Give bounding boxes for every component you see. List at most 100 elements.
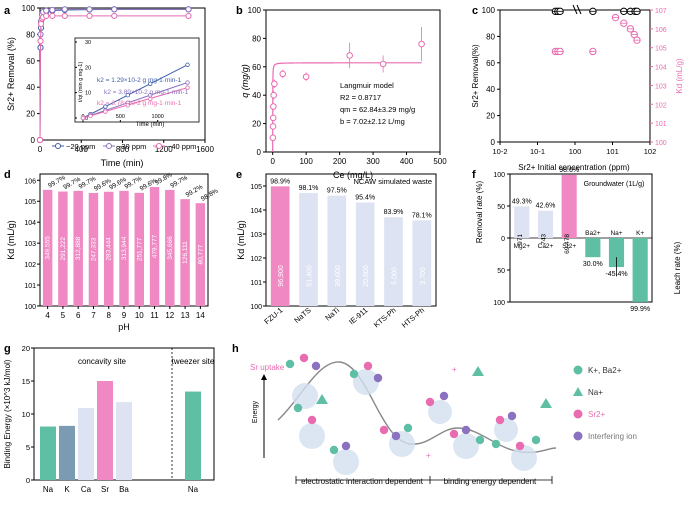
y-tick-label: 50 [497, 268, 505, 275]
energy-label: Energy [252, 400, 259, 423]
data-point [269, 114, 277, 122]
inset-data-point [125, 92, 130, 98]
y-tick-label: 101 [250, 280, 262, 287]
inset-data-point [185, 80, 190, 85]
bar-value-label: 80,777 [197, 244, 204, 264]
legend-label: K+, Ba2+ [588, 366, 622, 375]
ion-sphere [293, 403, 303, 413]
x-tick-label: 400 [400, 157, 414, 166]
x-tick-label: 13 [181, 311, 190, 320]
axis-break [572, 4, 578, 15]
x-tick-label: NaTi [323, 305, 341, 322]
y-tick-label: 100 [24, 304, 36, 311]
y-tick-label: 50 [497, 204, 505, 211]
ion-sphere [425, 397, 435, 407]
x-tick-label: 300 [366, 157, 380, 166]
panel-h: h Sr uptake Energy + + electrostatic inte… [232, 343, 637, 486]
y-tick-label: 104 [250, 208, 262, 215]
data-point [269, 123, 277, 130]
bar [42, 189, 53, 306]
y-axis-label: q (mg/g) [240, 64, 250, 98]
bar [585, 238, 601, 258]
data-point [61, 12, 68, 20]
x-axis-label: Time (min) [101, 158, 144, 168]
panel-letter: c [472, 5, 478, 17]
y2-tick-label: 100 [655, 140, 667, 147]
x-tick-label: 4 [45, 311, 50, 320]
site-label-concavity: concavity site [78, 357, 127, 366]
x-tick-label: 11 [150, 311, 159, 320]
data-point [36, 136, 44, 144]
panel-letter: e [236, 169, 242, 181]
panel-a: a Sr2+ Removal (%) Time (min) 0 400 800 120… [4, 4, 214, 168]
y-tick-label: 60 [252, 63, 261, 72]
legend-marker [573, 387, 583, 396]
adsorbent-disk [453, 433, 479, 459]
y-tick-label: 80 [252, 34, 261, 43]
y2-tick-label: 106 [655, 27, 667, 34]
y-axis-label: Kd (mL/g) [236, 220, 246, 260]
y-tick-label: 0 [501, 236, 505, 243]
bar-pct-label: 30.0% [583, 261, 603, 268]
bar [299, 192, 318, 306]
bar [40, 426, 56, 480]
y-tick-label: 100 [248, 6, 262, 15]
data-point [43, 7, 50, 14]
bar-value-label: 51,400 [307, 265, 314, 287]
ion-sphere [379, 425, 389, 435]
y-tick-label: 60 [26, 57, 35, 66]
x-tick-label: 100 [569, 147, 582, 156]
ion-label: Ca2+ [538, 243, 554, 250]
bar [537, 210, 554, 238]
y2-tick-label: 104 [655, 65, 667, 72]
x-tick-label: 100 [299, 157, 313, 166]
y-tick-label: 102 [250, 256, 262, 263]
ion-sphere [373, 373, 383, 383]
bar-pct-label: 49.3% [512, 198, 532, 205]
data-point [302, 73, 310, 81]
adsorbent-disk [333, 449, 359, 475]
y-tick-label: 0 [26, 476, 30, 485]
data-point [270, 91, 277, 99]
inset-fit-line [82, 64, 188, 119]
y-tick-label: 40 [252, 91, 261, 100]
y2-tick-label: 103 [655, 83, 667, 90]
legend-marker [55, 143, 61, 149]
bar-removal-label: 97.5% [327, 188, 347, 195]
panel-g: g concavity site tweezer site Binding En… [3, 343, 215, 494]
langmuir-fit-line [272, 62, 422, 153]
inset-frame [74, 37, 200, 123]
chart-title: Groundwater (1L/g) [584, 181, 645, 188]
data-point [185, 12, 192, 20]
x-tick-label: 7 [91, 311, 96, 320]
na-triangle [316, 394, 328, 404]
ion-sphere [531, 435, 541, 445]
y-tick-label: 105 [250, 184, 262, 191]
x-tick-label: 0 [38, 145, 43, 154]
x-tick-label: 10-2 [492, 147, 507, 156]
y-tick-label: 10 [22, 410, 30, 419]
bar-value-label: 291,222 [60, 237, 67, 261]
inset-data-point [147, 96, 153, 102]
y-tick-label: 100 [493, 172, 505, 179]
inset-data-point [185, 62, 190, 68]
ion-sphere [285, 359, 295, 369]
y-tick-label: 0 [491, 138, 496, 147]
adsorbent-disk [353, 369, 379, 395]
bar-value-label: 283,444 [106, 237, 113, 261]
ion-label: Na+ [610, 230, 622, 237]
x-tick-label: Ca [81, 485, 92, 494]
x-tick-label: Na [188, 485, 199, 494]
panel-letter: g [4, 343, 11, 355]
x-tick-label: Sr [101, 485, 109, 494]
x-tick-label: 6 [76, 311, 81, 320]
bar-removal-label: 98.1% [299, 185, 319, 192]
x-tick-label: IE-911 [347, 306, 369, 327]
bar [116, 402, 132, 480]
legend-marker [156, 143, 162, 149]
legend-label: Na+ [588, 388, 603, 397]
ion-label: K+ [636, 230, 644, 237]
panel-letter: h [232, 343, 239, 355]
bar [59, 425, 75, 480]
y-tick-label: 80 [26, 30, 35, 39]
